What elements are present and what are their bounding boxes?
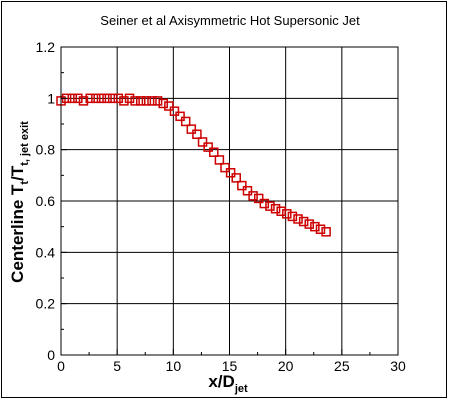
grid-lines <box>60 46 399 356</box>
y-axis-label-subscript-2: t, jet exit <box>19 121 31 166</box>
data-point <box>119 96 129 106</box>
axis-ticks <box>60 46 399 356</box>
data-point <box>197 137 208 147</box>
data-point <box>158 98 168 109</box>
data-point <box>186 124 197 134</box>
data-point <box>248 191 258 201</box>
data-point <box>298 216 309 227</box>
y-axis-label-mid: /T <box>8 165 27 181</box>
x-tick-label: 25 <box>334 358 350 374</box>
y-axis-label-main: Centerline T <box>8 184 27 283</box>
x-tick-label: 20 <box>278 358 294 374</box>
data-point <box>253 193 264 204</box>
data-point <box>315 224 326 234</box>
data-point <box>259 198 270 209</box>
data-point <box>113 93 124 104</box>
x-tick-label: 15 <box>222 358 238 374</box>
y-tick-label: 0.2 <box>36 296 56 312</box>
data-markers <box>56 93 331 237</box>
x-axis-label-subscript: jet <box>234 383 248 395</box>
x-tick-label: 10 <box>166 358 182 374</box>
data-point <box>293 214 303 224</box>
data-point <box>265 201 275 211</box>
data-point <box>102 93 112 104</box>
data-point <box>282 209 292 219</box>
data-point <box>321 227 331 237</box>
data-point <box>270 203 281 214</box>
data-point <box>136 96 146 106</box>
y-axis-label: Centerline Tt/Tt, jet exit <box>8 121 31 283</box>
data-point <box>175 111 185 122</box>
data-point <box>310 221 320 232</box>
y-tick-label: 1.2 <box>36 39 56 55</box>
data-point <box>73 93 83 104</box>
data-point <box>192 129 202 140</box>
data-point <box>85 93 95 104</box>
data-point <box>231 173 241 183</box>
data-point <box>67 93 77 104</box>
data-point <box>96 93 107 104</box>
data-point <box>78 96 89 106</box>
data-point <box>169 106 180 116</box>
data-point <box>242 185 253 196</box>
x-tick-label: 30 <box>390 358 406 374</box>
data-point <box>214 155 225 165</box>
x-axis-label-main: x/D <box>208 372 234 391</box>
x-tick-label: 0 <box>57 358 65 374</box>
data-point <box>164 101 174 111</box>
data-point <box>237 180 247 191</box>
data-point <box>152 96 163 106</box>
y-tick-label: 0 <box>47 347 55 363</box>
y-tick-label: 0.6 <box>36 193 56 209</box>
data-point <box>107 93 118 104</box>
data-point <box>124 93 135 104</box>
y-axis-label-subscript-1: t <box>19 181 31 185</box>
x-axis-label: x/Djet <box>208 372 248 395</box>
data-point <box>91 93 101 104</box>
chart-title: Seiner et al Axisymmetric Hot Supersonic… <box>100 13 360 28</box>
data-point <box>304 219 315 229</box>
data-point <box>141 96 152 106</box>
data-point <box>276 206 286 217</box>
data-point <box>130 96 140 106</box>
data-point <box>147 96 157 106</box>
y-tick-labels: 0 0.2 0.4 0.6 0.8 1 1.2 <box>36 39 56 363</box>
y-tick-label: 0.8 <box>36 142 56 158</box>
data-point <box>209 147 219 157</box>
data-point <box>220 162 230 173</box>
x-tick-labels: 0 5 10 15 20 25 30 <box>57 358 406 374</box>
x-tick-label: 5 <box>113 358 121 374</box>
data-point <box>180 116 191 127</box>
y-tick-label: 0.4 <box>36 244 56 260</box>
y-tick-label: 1 <box>47 90 55 106</box>
data-point <box>287 211 298 222</box>
data-point <box>203 142 213 152</box>
data-point <box>225 168 236 178</box>
